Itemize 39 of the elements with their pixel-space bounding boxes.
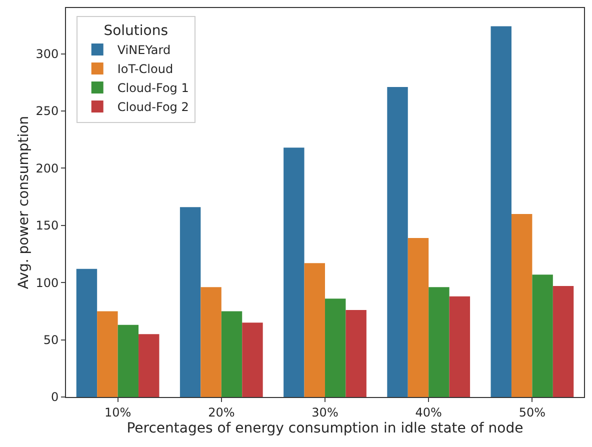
bar [325,298,346,397]
bar [97,311,118,397]
y-tick-label: 300 [36,46,59,61]
bar [552,286,574,397]
y-axis-title: Avg. power consumption [16,116,32,290]
y-tick-label: 100 [36,276,59,290]
x-tick-label: 30% [312,405,338,420]
bar [346,310,366,397]
legend-label: IoT-Cloud [117,62,174,76]
bar [387,86,408,397]
bar [242,322,263,397]
y-tick-label: 0 [50,390,59,404]
y-tick-label: 200 [36,161,59,176]
bar [449,296,470,397]
bar [138,334,160,397]
y-tick-label: 250 [36,104,59,118]
bar [118,324,139,397]
bar [200,287,222,397]
x-axis-title: Percentages of energy consumption in idle state of node [126,420,524,437]
x-tick-label: 20% [208,405,235,420]
legend-label: ViNEYard [117,43,171,58]
y-tick-label: 150 [36,218,59,233]
bar [532,274,553,397]
bar [304,263,325,397]
bar [76,268,98,397]
legend-label: Cloud-Fog 1 [117,81,189,96]
bar [221,311,242,397]
x-tick-label: 10% [104,405,132,420]
x-tick-label: 40% [415,405,442,420]
y-tick-label: 50 [43,332,59,347]
bar [490,26,512,397]
legend-title: Solutions [104,22,168,39]
bar [511,214,532,397]
x-tick-label: 50% [518,405,546,420]
bar [408,238,429,397]
bar [180,207,201,397]
bar [428,287,450,397]
legend-label: Cloud-Fog 2 [117,100,189,114]
bar [284,148,304,397]
